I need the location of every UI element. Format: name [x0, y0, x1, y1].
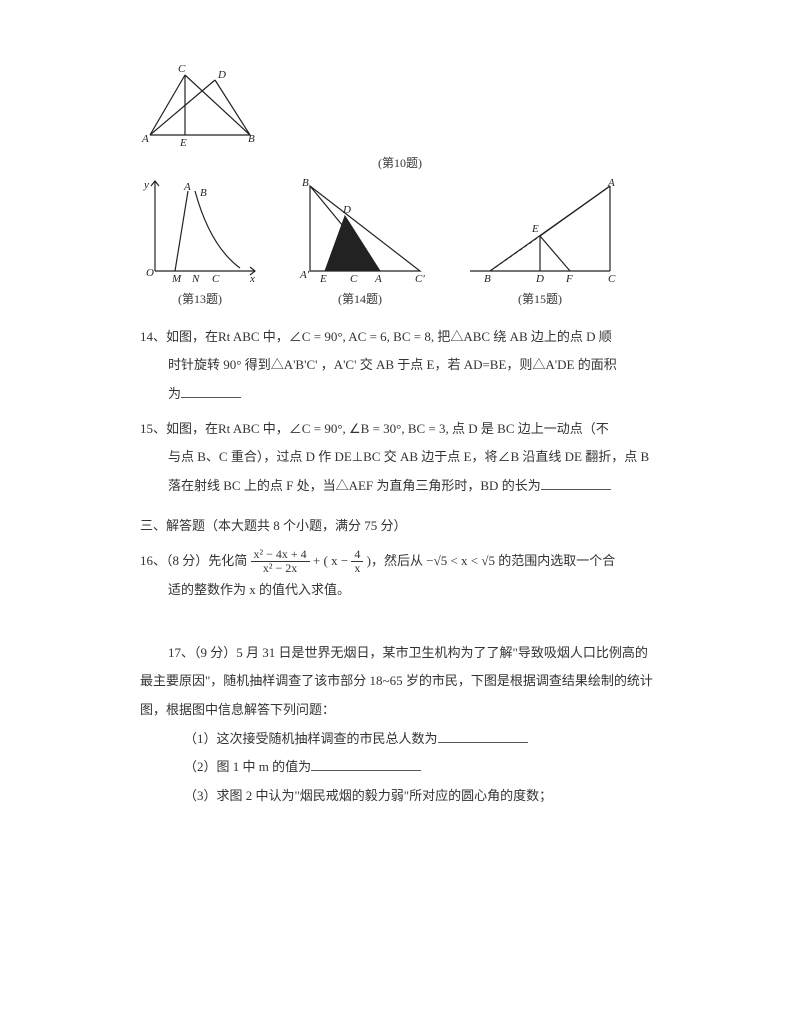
q15-line1: 如图，在Rt ABC 中，∠C = 90°, ∠B = 30°, BC = 3,…	[166, 421, 609, 436]
fig10-B: B	[248, 133, 255, 145]
q16-frac1-num: x² − 4x + 4	[251, 548, 310, 562]
q16-frac2-num: 4	[351, 548, 363, 562]
figure-14: B D E A A' C' C (第14题)	[290, 176, 430, 312]
fig10-E: E	[179, 137, 187, 149]
q17-sub3: （3）求图 2 中认为"烟民戒烟的毅力弱"所对应的圆心角的度数；	[140, 782, 660, 811]
q16-lead: （8 分）先化简	[166, 553, 247, 568]
figure-15-caption: (第15题)	[460, 286, 620, 312]
fig15-F: F	[565, 273, 573, 285]
fig14-Cp: C'	[415, 273, 425, 285]
q16-frac1-den: x² − 2x	[251, 562, 310, 575]
question-17: 17、（9 分）5 月 31 日是世界无烟日，某市卫生机构为了了解"导致吸烟人口…	[140, 639, 660, 811]
section-3-heading: 三、解答题（本大题共 8 个小题，满分 75 分）	[140, 512, 660, 541]
question-14: 14、如图，在Rt ABC 中，∠C = 90°, AC = 6, BC = 8…	[140, 323, 660, 409]
fig14-D: D	[342, 204, 351, 216]
q16-frac2: 4 x	[351, 548, 363, 575]
fig10-C: C	[178, 63, 186, 75]
q16-frac1: x² − 4x + 4 x² − 2x	[251, 548, 310, 575]
figure-10-caption: (第10题)	[140, 150, 660, 176]
q17-line2: 最主要原因"，随机抽样调查了该市部分 18~65 岁的市民，下图是根据调查结果绘…	[140, 667, 660, 696]
q17-line3: 图，根据图中信息解答下列问题：	[140, 696, 660, 725]
fig14-Ap: A'	[299, 269, 310, 281]
fig15-C: C	[608, 273, 616, 285]
fig14-B: B	[302, 177, 309, 189]
figures-row: O M N C x y A B (第13题)	[140, 176, 660, 312]
q15-line3: 落在射线 BC 上的点 F 处，当△AEF 为直角三角形时，BD 的长为	[168, 478, 541, 493]
q17-line1: （9 分）5 月 31 日是世界无烟日，某市卫生机构为了了解"导致吸烟人口比例高…	[194, 645, 648, 660]
q14-line1: 如图，在Rt ABC 中，∠C = 90°, AC = 6, BC = 8, 把…	[166, 329, 612, 344]
figure-13: O M N C x y A B (第13题)	[140, 176, 260, 312]
question-15: 15、如图，在Rt ABC 中，∠C = 90°, ∠B = 30°, BC =…	[140, 415, 660, 501]
q14-num: 14、	[140, 329, 166, 344]
fig15-B: B	[484, 273, 491, 285]
fig15-A: A	[607, 177, 615, 189]
q15-num: 15、	[140, 421, 166, 436]
figure-10: A B C D E (第10题)	[140, 60, 660, 176]
q17-sub1-blank	[438, 729, 528, 743]
figure-15: A B C D E F (第15题)	[460, 176, 620, 312]
figure-13-svg: O M N C x y A B	[140, 176, 260, 286]
q14-blank	[181, 384, 241, 398]
q16-frac2-den: x	[351, 562, 363, 575]
q16-line2: 适的整数作为 x 的值代入求值。	[140, 576, 660, 605]
q14-line3: 为	[168, 386, 181, 401]
fig14-A: A	[374, 273, 382, 285]
fig13-B: B	[200, 187, 207, 199]
fig13-O: O	[146, 267, 154, 279]
fig14-C: C	[350, 273, 358, 285]
fig13-N: N	[191, 273, 200, 285]
fig13-C: C	[212, 273, 220, 285]
fig10-D: D	[217, 69, 226, 81]
q17-sub1-lead: （1）这次接受随机抽样调查的市民总人数为	[184, 731, 438, 746]
q16-num: 16、	[140, 553, 166, 568]
figure-15-svg: A B C D E F	[460, 176, 620, 286]
question-16: 16、（8 分）先化简 x² − 4x + 4 x² − 2x + ( x − …	[140, 547, 660, 604]
figure-13-caption: (第13题)	[140, 286, 260, 312]
figure-14-svg: B D E A A' C' C	[290, 176, 430, 286]
fig10-A: A	[141, 133, 149, 145]
fig15-E: E	[531, 223, 539, 235]
fig15-D: D	[535, 273, 544, 285]
fig13-y: y	[143, 179, 149, 191]
q15-blank	[541, 476, 611, 490]
fig13-A: A	[183, 181, 191, 193]
fig13-M: M	[171, 273, 182, 285]
q17-sub2-blank	[311, 757, 421, 771]
q17-num: 17、	[168, 645, 194, 660]
fig14-E: E	[319, 273, 327, 285]
figure-14-caption: (第14题)	[290, 286, 430, 312]
q14-line2: 时针旋转 90° 得到△A'B'C' ，A'C' 交 AB 于点 E，若 AD=…	[140, 351, 660, 380]
q17-sub2-lead: （2）图 1 中 m 的值为	[184, 759, 311, 774]
q16-tail1: )，然后从 −√5 < x < √5 的范围内选取一个合	[363, 553, 615, 568]
q16-mid: + ( x −	[310, 553, 352, 568]
fig13-x: x	[249, 273, 255, 285]
q15-line2: 与点 B、C 重合），过点 D 作 DE⊥BC 交 AB 边于点 E，将∠B 沿…	[140, 443, 660, 472]
figure-10-svg: A B C D E	[140, 60, 260, 150]
